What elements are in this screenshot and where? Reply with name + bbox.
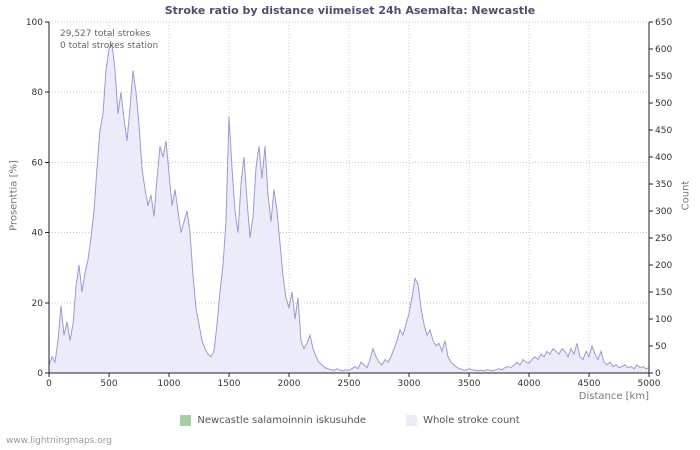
axis-tick-labels: 0204060801000501001502002503003504004505…: [26, 18, 673, 389]
chart-svg: 0204060801000501001502002503003504004505…: [26, 18, 673, 389]
y-right-tick-label: 500: [655, 99, 672, 109]
x-tick-label: 2000: [278, 379, 301, 389]
chart-title: Stroke ratio by distance viimeiset 24h A…: [164, 4, 536, 17]
y-right-tick-label: 650: [655, 18, 672, 28]
y-left-tick-label: 100: [26, 18, 43, 28]
watermark-url: www.lightningmaps.org: [6, 436, 112, 446]
x-tick-label: 3000: [398, 379, 421, 389]
x-tick-label: 500: [100, 379, 117, 389]
legend-label-stroke-count: Whole stroke count: [423, 415, 520, 426]
y-left-tick-label: 20: [32, 299, 44, 309]
legend-label-stroke-ratio: Newcastle salamoinnin iskusuhde: [197, 415, 367, 426]
y-left-tick-label: 0: [37, 369, 43, 379]
x-axis-title: Distance [km]: [578, 391, 649, 402]
axes: [45, 21, 653, 377]
x-tick-label: 1000: [158, 379, 181, 389]
y-right-tick-label: 200: [655, 261, 672, 271]
x-tick-label: 4500: [578, 379, 601, 389]
series-whole-stroke-count: [48, 41, 650, 373]
y-axis-left-title: Prosenttia [%]: [8, 160, 20, 231]
y-right-tick-label: 150: [655, 288, 672, 298]
y-right-tick-label: 550: [655, 72, 672, 82]
total-strokes-annotation: 29,527 total strokes: [60, 29, 151, 39]
legend-item-stroke-count: Whole stroke count: [406, 415, 520, 426]
y-right-tick-label: 50: [655, 342, 667, 352]
x-tick-label: 5000: [638, 379, 661, 389]
legend-item-stroke-ratio: Newcastle salamoinnin iskusuhde: [180, 415, 366, 426]
chart-annotations: 29,527 total strokes 0 total strokes sta…: [60, 28, 158, 52]
y-right-tick-label: 600: [655, 45, 672, 55]
x-tick-label: 1500: [218, 379, 241, 389]
x-tick-label: 3500: [458, 379, 481, 389]
y-axis-right-title: Count: [680, 180, 692, 211]
chart-legend: Newcastle salamoinnin iskusuhde Whole st…: [0, 415, 700, 426]
x-tick-label: 0: [46, 379, 52, 389]
y-left-tick-label: 40: [32, 229, 44, 239]
ratio-swatch-icon: [180, 415, 192, 426]
y-left-tick-label: 60: [32, 158, 44, 168]
y-left-tick-label: 80: [32, 88, 44, 98]
y-right-tick-label: 450: [655, 126, 672, 136]
y-right-tick-label: 400: [655, 153, 672, 163]
y-right-tick-label: 100: [655, 315, 672, 325]
y-right-tick-label: 350: [655, 180, 672, 190]
station-strokes-annotation: 0 total strokes station: [60, 41, 159, 51]
y-right-tick-label: 250: [655, 234, 672, 244]
x-tick-label: 2500: [338, 379, 361, 389]
y-right-tick-label: 0: [655, 369, 661, 379]
x-tick-label: 4000: [518, 379, 541, 389]
count-swatch-icon: [406, 415, 418, 426]
y-right-tick-label: 300: [655, 207, 672, 217]
